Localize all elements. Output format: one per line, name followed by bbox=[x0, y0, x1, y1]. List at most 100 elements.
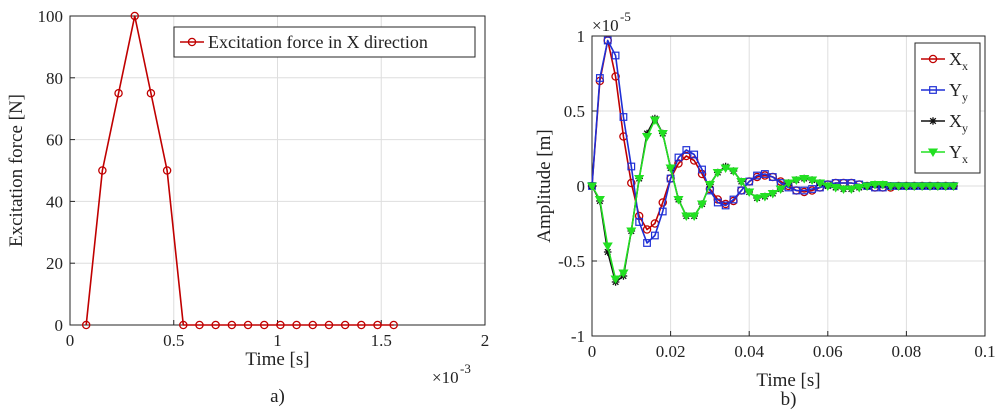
data-point bbox=[340, 320, 350, 330]
data-point bbox=[814, 179, 826, 188]
chart-b: 0 0.02 0.04 0.06 0.08 0.1 -1 -0.5 0 0.5 1 Time [s]… bbox=[534, 9, 996, 410]
chart-b-y-axis-label: Amplitude [m] bbox=[534, 129, 555, 242]
data-point bbox=[768, 173, 777, 181]
data-point bbox=[737, 186, 746, 195]
data-point bbox=[893, 182, 904, 191]
chart-b-y-multiplier: ×10 -5 bbox=[592, 9, 631, 35]
data-point bbox=[634, 175, 645, 184]
legend-box bbox=[914, 42, 981, 174]
series-yx bbox=[586, 116, 959, 284]
data-point bbox=[759, 193, 771, 202]
data-point bbox=[292, 320, 301, 330]
data-point bbox=[720, 164, 731, 173]
data-point bbox=[389, 320, 398, 330]
y-tick-label: -0.5 bbox=[558, 252, 585, 271]
x-tick-label: 1 bbox=[273, 331, 282, 350]
data-point bbox=[689, 212, 700, 221]
x-tick-label: 0.02 bbox=[656, 342, 686, 361]
data-point bbox=[658, 207, 667, 216]
data-point bbox=[227, 320, 237, 330]
data-point bbox=[658, 198, 667, 207]
data-point bbox=[761, 170, 769, 178]
data-point bbox=[603, 248, 612, 256]
legend-marker bbox=[187, 37, 197, 47]
data-point bbox=[610, 275, 621, 284]
data-point bbox=[751, 194, 763, 203]
data-point bbox=[195, 320, 204, 330]
data-point bbox=[806, 176, 818, 185]
data-point bbox=[728, 167, 739, 176]
x-tick-label: 0.04 bbox=[734, 342, 764, 361]
y-tick-label: 0 bbox=[577, 177, 586, 196]
data-point bbox=[909, 182, 920, 191]
x-tick-label: 0.06 bbox=[813, 342, 843, 361]
data-point bbox=[948, 182, 959, 191]
y-tick-label: 40 bbox=[46, 192, 63, 211]
data-point bbox=[373, 320, 382, 330]
data-point bbox=[775, 185, 786, 194]
data-point bbox=[98, 166, 107, 175]
data-point bbox=[641, 133, 653, 142]
chart-a-caption: a) bbox=[270, 386, 285, 407]
series-excitation force in x direction bbox=[81, 11, 398, 330]
chart-a-legend: Excitation force in X direction bbox=[173, 26, 476, 58]
data-point bbox=[767, 190, 778, 199]
data-point bbox=[753, 171, 761, 180]
data-point bbox=[783, 179, 794, 188]
data-point bbox=[611, 72, 620, 81]
legend-marker bbox=[929, 117, 937, 125]
data-point bbox=[627, 162, 636, 171]
data-point bbox=[603, 36, 612, 45]
data-point bbox=[808, 185, 816, 193]
data-point bbox=[627, 178, 636, 188]
chart-a-y-axis-label: Excitation force [N] bbox=[6, 94, 27, 247]
data-point bbox=[729, 195, 738, 204]
data-point bbox=[800, 186, 809, 195]
data-point bbox=[618, 269, 629, 278]
x-tick-label: 1.5 bbox=[371, 331, 392, 350]
data-point bbox=[854, 184, 865, 193]
data-point bbox=[602, 242, 613, 251]
y-tick-label: 60 bbox=[46, 131, 63, 150]
chart-b-tick-labels: 0 0.02 0.04 0.06 0.08 0.1 -1 -0.5 0 0.5 1 bbox=[558, 27, 996, 361]
data-point bbox=[611, 51, 620, 60]
data-point bbox=[698, 165, 706, 174]
data-point bbox=[243, 320, 253, 330]
data-point bbox=[673, 196, 684, 205]
data-point bbox=[696, 200, 708, 209]
data-point bbox=[940, 182, 951, 191]
legend-marker bbox=[928, 54, 938, 64]
data-point bbox=[211, 320, 220, 330]
data-point bbox=[594, 196, 605, 205]
y-tick-label: 0 bbox=[55, 316, 64, 335]
series-line bbox=[85, 15, 394, 326]
data-point bbox=[885, 182, 896, 191]
data-point bbox=[712, 169, 723, 178]
data-point bbox=[619, 113, 628, 121]
x-tick-label: 0.1 bbox=[974, 342, 995, 361]
data-point bbox=[114, 89, 123, 98]
legend-marker bbox=[929, 86, 937, 94]
data-point bbox=[744, 188, 755, 197]
data-point bbox=[324, 320, 334, 330]
data-point bbox=[81, 320, 91, 330]
data-point bbox=[745, 177, 754, 186]
y-tick-label: -1 bbox=[571, 327, 585, 346]
x-tick-label: 0 bbox=[66, 331, 75, 350]
chart-a-series bbox=[81, 11, 398, 330]
data-point bbox=[626, 227, 637, 236]
y-tick-label: 100 bbox=[38, 7, 64, 26]
data-point bbox=[877, 181, 888, 190]
chart-b-y-multiplier-base: ×10 bbox=[592, 16, 619, 35]
chart-b-series bbox=[586, 36, 959, 286]
chart-a-x-multiplier-exponent: -3 bbox=[460, 361, 471, 376]
data-point bbox=[674, 153, 683, 162]
y-tick-label: 1 bbox=[577, 27, 586, 46]
data-point bbox=[838, 185, 849, 194]
data-point bbox=[308, 320, 318, 330]
data-point bbox=[932, 182, 943, 191]
data-point bbox=[736, 178, 747, 187]
data-point bbox=[674, 159, 683, 168]
